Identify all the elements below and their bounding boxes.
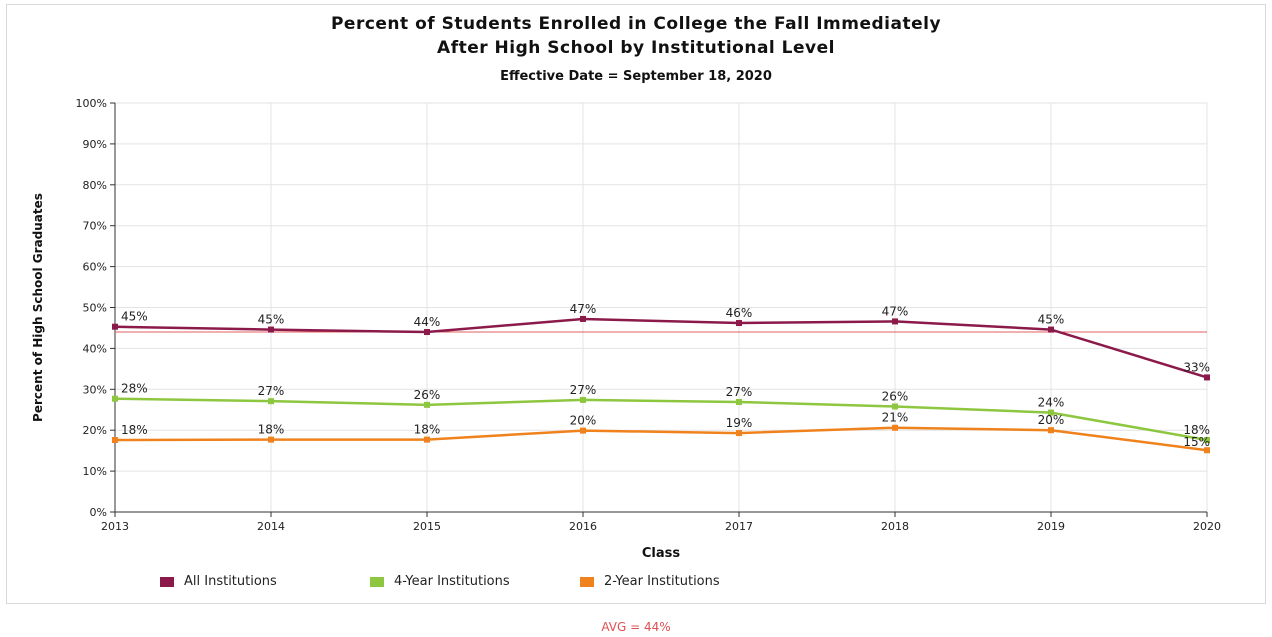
line-chart: 0% 10% 20% 30% 40% 50% 60% 70% 80% 90% 100% 2013 201… xyxy=(31,97,1221,561)
y-tick-label: 40% xyxy=(83,342,107,355)
data-point-2-3 xyxy=(580,427,586,434)
data-point-2-1 xyxy=(268,436,274,443)
y-tick-label: 60% xyxy=(83,261,107,274)
legend-label-all: All Institutions xyxy=(184,574,277,589)
data-point-0-0 xyxy=(112,323,118,330)
data-point-2-0 xyxy=(112,437,118,444)
data-label-1-2: 26% xyxy=(414,388,441,402)
x-tick-label: 2019 xyxy=(1037,520,1065,533)
data-label-1-1: 27% xyxy=(258,384,285,398)
data-label-0-2: 44% xyxy=(414,315,441,329)
y-axis-title: Percent of High School Graduates xyxy=(31,193,45,422)
data-point-0-5 xyxy=(892,318,898,325)
chart-title-line2: After High School by Institutional Level xyxy=(437,38,835,58)
legend-item-4-year: 4-Year Institutions xyxy=(370,574,510,589)
legend-swatch-2-year xyxy=(580,576,594,587)
chart-subtitle: Effective Date = September 18, 2020 xyxy=(500,69,772,84)
data-label-2-6: 20% xyxy=(1038,413,1065,427)
x-tick-label: 2016 xyxy=(569,520,597,533)
data-point-1-7 xyxy=(1204,437,1210,444)
y-tick-label: 70% xyxy=(83,220,107,233)
data-label-1-4: 27% xyxy=(726,385,753,399)
data-label-2-2: 18% xyxy=(414,423,441,437)
series-line-2 xyxy=(114,426,1208,452)
y-tick-label: 80% xyxy=(83,179,107,192)
data-point-2-4 xyxy=(736,430,742,437)
data-point-0-4 xyxy=(736,320,742,327)
data-point-0-3 xyxy=(580,315,586,322)
data-label-0-0: 45% xyxy=(121,310,148,324)
y-tick-label: 100% xyxy=(76,97,107,110)
data-label-0-6: 45% xyxy=(1038,313,1065,327)
data-label-2-4: 19% xyxy=(726,416,753,430)
data-label-1-0: 28% xyxy=(121,382,148,396)
series-line-1 xyxy=(114,397,1208,442)
x-tick-label: 2018 xyxy=(881,520,909,533)
legend-swatch-4-year xyxy=(370,576,384,587)
chart-frame xyxy=(6,4,1266,604)
data-label-0-1: 45% xyxy=(258,313,285,327)
data-point-0-2 xyxy=(424,329,430,336)
data-label-1-6: 24% xyxy=(1038,396,1065,410)
data-label-2-7: 15% xyxy=(1183,435,1210,449)
y-tick-label: 10% xyxy=(83,465,107,478)
x-tick-label: 2014 xyxy=(257,520,285,533)
y-tick-label: 0% xyxy=(90,506,107,519)
data-point-2-5 xyxy=(892,424,898,431)
data-label-1-3: 27% xyxy=(570,383,597,397)
series-line-0 xyxy=(114,317,1208,379)
data-point-0-1 xyxy=(268,326,274,333)
x-axis-title: Class xyxy=(642,546,681,561)
data-label-2-0: 18% xyxy=(121,423,148,437)
data-point-2-6 xyxy=(1048,427,1054,434)
legend-item-2-year: 2-Year Institutions xyxy=(580,574,720,589)
x-tick-label: 2020 xyxy=(1193,520,1221,533)
data-point-2-7 xyxy=(1204,447,1210,454)
x-tick-label: 2015 xyxy=(413,520,441,533)
legend-label-2-year: 2-Year Institutions xyxy=(604,574,720,589)
x-tick-label: 2013 xyxy=(101,520,129,533)
data-point-1-3 xyxy=(580,396,586,403)
legend-swatch-all xyxy=(160,576,174,587)
data-point-0-6 xyxy=(1048,326,1054,333)
data-label-0-5: 47% xyxy=(882,304,909,318)
data-label-1-7: 18% xyxy=(1183,423,1210,437)
data-point-1-2 xyxy=(424,401,430,408)
y-tick-label: 50% xyxy=(83,302,107,315)
y-tick-label: 90% xyxy=(83,138,107,151)
data-point-1-5 xyxy=(892,403,898,410)
data-point-1-1 xyxy=(268,398,274,405)
data-label-2-3: 20% xyxy=(570,414,597,428)
chart-title-line1: Percent of Students Enrolled in College … xyxy=(330,14,942,34)
legend-item-all-institutions: All Institutions xyxy=(160,574,277,589)
data-label-0-3: 47% xyxy=(570,302,597,316)
x-tick-label: 2017 xyxy=(725,520,753,533)
data-label-0-4: 46% xyxy=(726,306,753,320)
data-point-1-0 xyxy=(112,395,118,402)
data-label-2-1: 18% xyxy=(258,423,285,437)
data-label-2-5: 21% xyxy=(882,411,909,425)
data-label-1-5: 26% xyxy=(882,389,909,403)
avg-note: AVG = 44% xyxy=(601,620,671,634)
data-point-1-4 xyxy=(736,398,742,405)
y-tick-label: 30% xyxy=(83,383,107,396)
data-label-0-7: 33% xyxy=(1183,360,1210,374)
data-point-0-7 xyxy=(1204,374,1210,381)
y-tick-label: 20% xyxy=(83,424,107,437)
legend-label-4-year: 4-Year Institutions xyxy=(394,574,510,589)
data-point-1-6 xyxy=(1048,409,1054,416)
data-point-2-2 xyxy=(424,436,430,443)
